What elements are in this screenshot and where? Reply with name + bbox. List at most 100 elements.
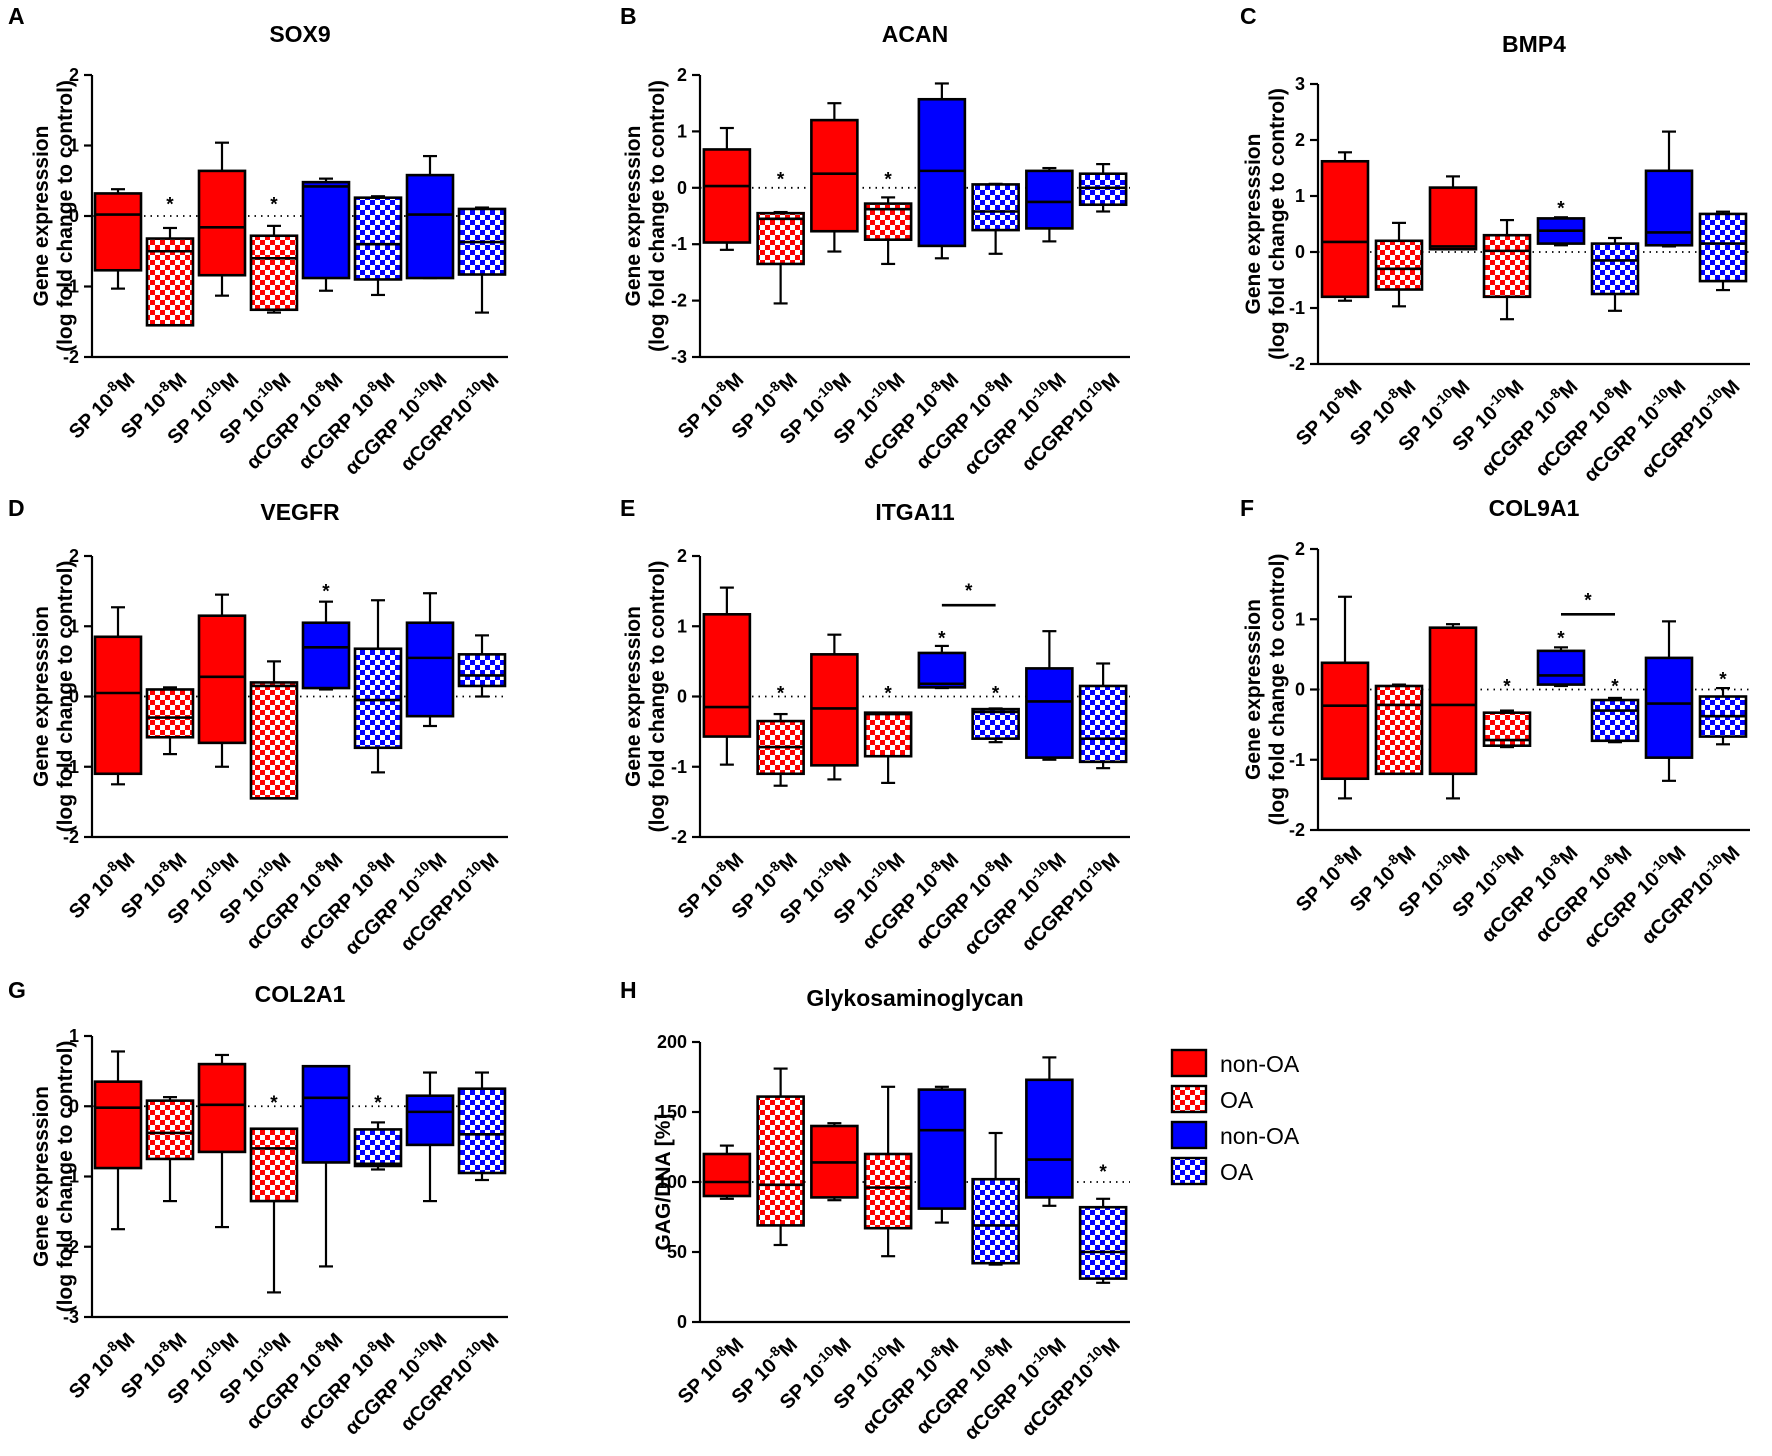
legend-label: OA <box>1220 1159 1254 1185</box>
box-group-2 <box>145 226 195 327</box>
y-axis-label: Gene expresssion <box>30 126 53 307</box>
box-group-7 <box>1025 1056 1074 1207</box>
legend-item-4: OA <box>1170 1156 1254 1186</box>
box-group-4 <box>863 711 913 785</box>
box-group-1 <box>93 606 143 786</box>
significance-star: * <box>1719 669 1727 690</box>
box <box>1320 661 1370 781</box>
box-group-1 <box>93 1050 143 1231</box>
y-axis-label: Gene expresssion <box>1242 599 1265 780</box>
significance-star: * <box>992 683 1000 704</box>
legend-item-2: OA <box>1170 1084 1254 1114</box>
box-group-2 <box>1374 683 1424 776</box>
box-group-8 <box>1078 1197 1128 1284</box>
box <box>917 651 967 689</box>
box <box>1025 169 1074 230</box>
legend-label: OA <box>1220 1087 1254 1113</box>
significance-star: * <box>1503 676 1511 697</box>
panel-c: C BMP4 -2 -1 0 1 2 3 Gene expresssion (log fold c… <box>1240 3 1750 486</box>
significance-star: * <box>777 683 785 704</box>
y-tick-label: -2 <box>63 347 79 367</box>
box-group-8 <box>457 206 507 314</box>
box-group-1 <box>702 1144 752 1200</box>
box-group-8 <box>1698 210 1748 292</box>
box-group-3 <box>1428 175 1478 251</box>
box <box>702 613 752 738</box>
y-tick-label: 1 <box>1295 186 1305 206</box>
box <box>971 183 1020 232</box>
y-tick-label: 1 <box>1295 609 1305 629</box>
box <box>863 711 913 758</box>
chart-title: COL9A1 <box>1489 495 1580 521</box>
box <box>197 614 247 745</box>
box <box>145 688 195 739</box>
box-group-5 <box>917 1085 967 1224</box>
significance-star: * <box>965 581 973 602</box>
box-group-1 <box>702 586 752 766</box>
significance-star: * <box>884 169 892 190</box>
box <box>1025 667 1074 759</box>
box-group-1 <box>1320 595 1370 800</box>
y-tick-label: 0 <box>677 178 687 198</box>
box <box>1536 649 1586 686</box>
significance-star: * <box>270 194 278 215</box>
y-tick-label: -1 <box>1289 750 1305 770</box>
box-group-6 <box>353 1121 403 1171</box>
box-group-3 <box>197 141 247 297</box>
legend-label: non-OA <box>1220 1051 1300 1077</box>
significance-star: * <box>884 683 892 704</box>
box-group-7 <box>1644 130 1694 248</box>
y-tick-label: -2 <box>1289 820 1305 840</box>
y-tick-label: 1 <box>677 121 687 141</box>
box-group-4 <box>1482 218 1532 321</box>
y-tick-label: 2 <box>1295 539 1305 559</box>
box <box>405 621 455 718</box>
y-tick-label: 1 <box>69 616 79 636</box>
box-group-5 <box>917 644 967 690</box>
box <box>1320 159 1370 299</box>
box-group-4 <box>249 660 299 800</box>
y-axis-label: Gene expresssion <box>30 606 53 787</box>
significance-star: * <box>166 194 174 215</box>
y-tick-label: -2 <box>671 827 687 847</box>
significance-star: * <box>1611 676 1619 697</box>
box <box>971 1177 1020 1265</box>
significance-star: * <box>374 1093 382 1114</box>
box <box>301 1064 351 1164</box>
box <box>457 1087 507 1175</box>
legend-label: non-OA <box>1220 1123 1300 1149</box>
y-axis-label: Gene expresssion <box>1242 134 1265 315</box>
y-tick-label: 1 <box>69 136 79 156</box>
y-tick-label: -2 <box>63 1237 79 1257</box>
box-group-3 <box>810 102 859 253</box>
box <box>353 196 403 281</box>
panel-label: C <box>1240 3 1257 29</box>
box <box>1374 239 1424 291</box>
box-group-6 <box>353 195 403 297</box>
panel-a: A SOX9 -2 -1 0 1 2 Gene expresssion (log fold ch… <box>8 3 508 479</box>
box-group-6 <box>353 599 403 774</box>
box-group-5 <box>1536 646 1586 688</box>
box-group-7 <box>405 154 455 280</box>
box-group-4 <box>863 1085 913 1258</box>
box-group-4 <box>249 1127 299 1294</box>
y-tick-label: 100 <box>657 1172 687 1192</box>
y-tick-label: 0 <box>677 687 687 707</box>
box <box>810 118 859 233</box>
box <box>93 635 143 776</box>
panel-label: F <box>1240 495 1254 521</box>
y-tick-label: 2 <box>69 546 79 566</box>
y-tick-label: 2 <box>1295 130 1305 150</box>
box <box>197 169 247 277</box>
legend-swatch <box>1170 1156 1208 1186</box>
significance-star: * <box>1099 1162 1107 1183</box>
y-tick-label: 0 <box>1295 680 1305 700</box>
box <box>1078 1205 1128 1280</box>
y-tick-label: 200 <box>657 1032 687 1052</box>
box <box>145 1099 195 1161</box>
y-tick-label: -1 <box>63 1167 79 1187</box>
y-axis-label: Gene expresssion <box>622 126 645 307</box>
box-group-2 <box>145 1096 195 1203</box>
y-tick-label: 1 <box>69 1026 79 1046</box>
